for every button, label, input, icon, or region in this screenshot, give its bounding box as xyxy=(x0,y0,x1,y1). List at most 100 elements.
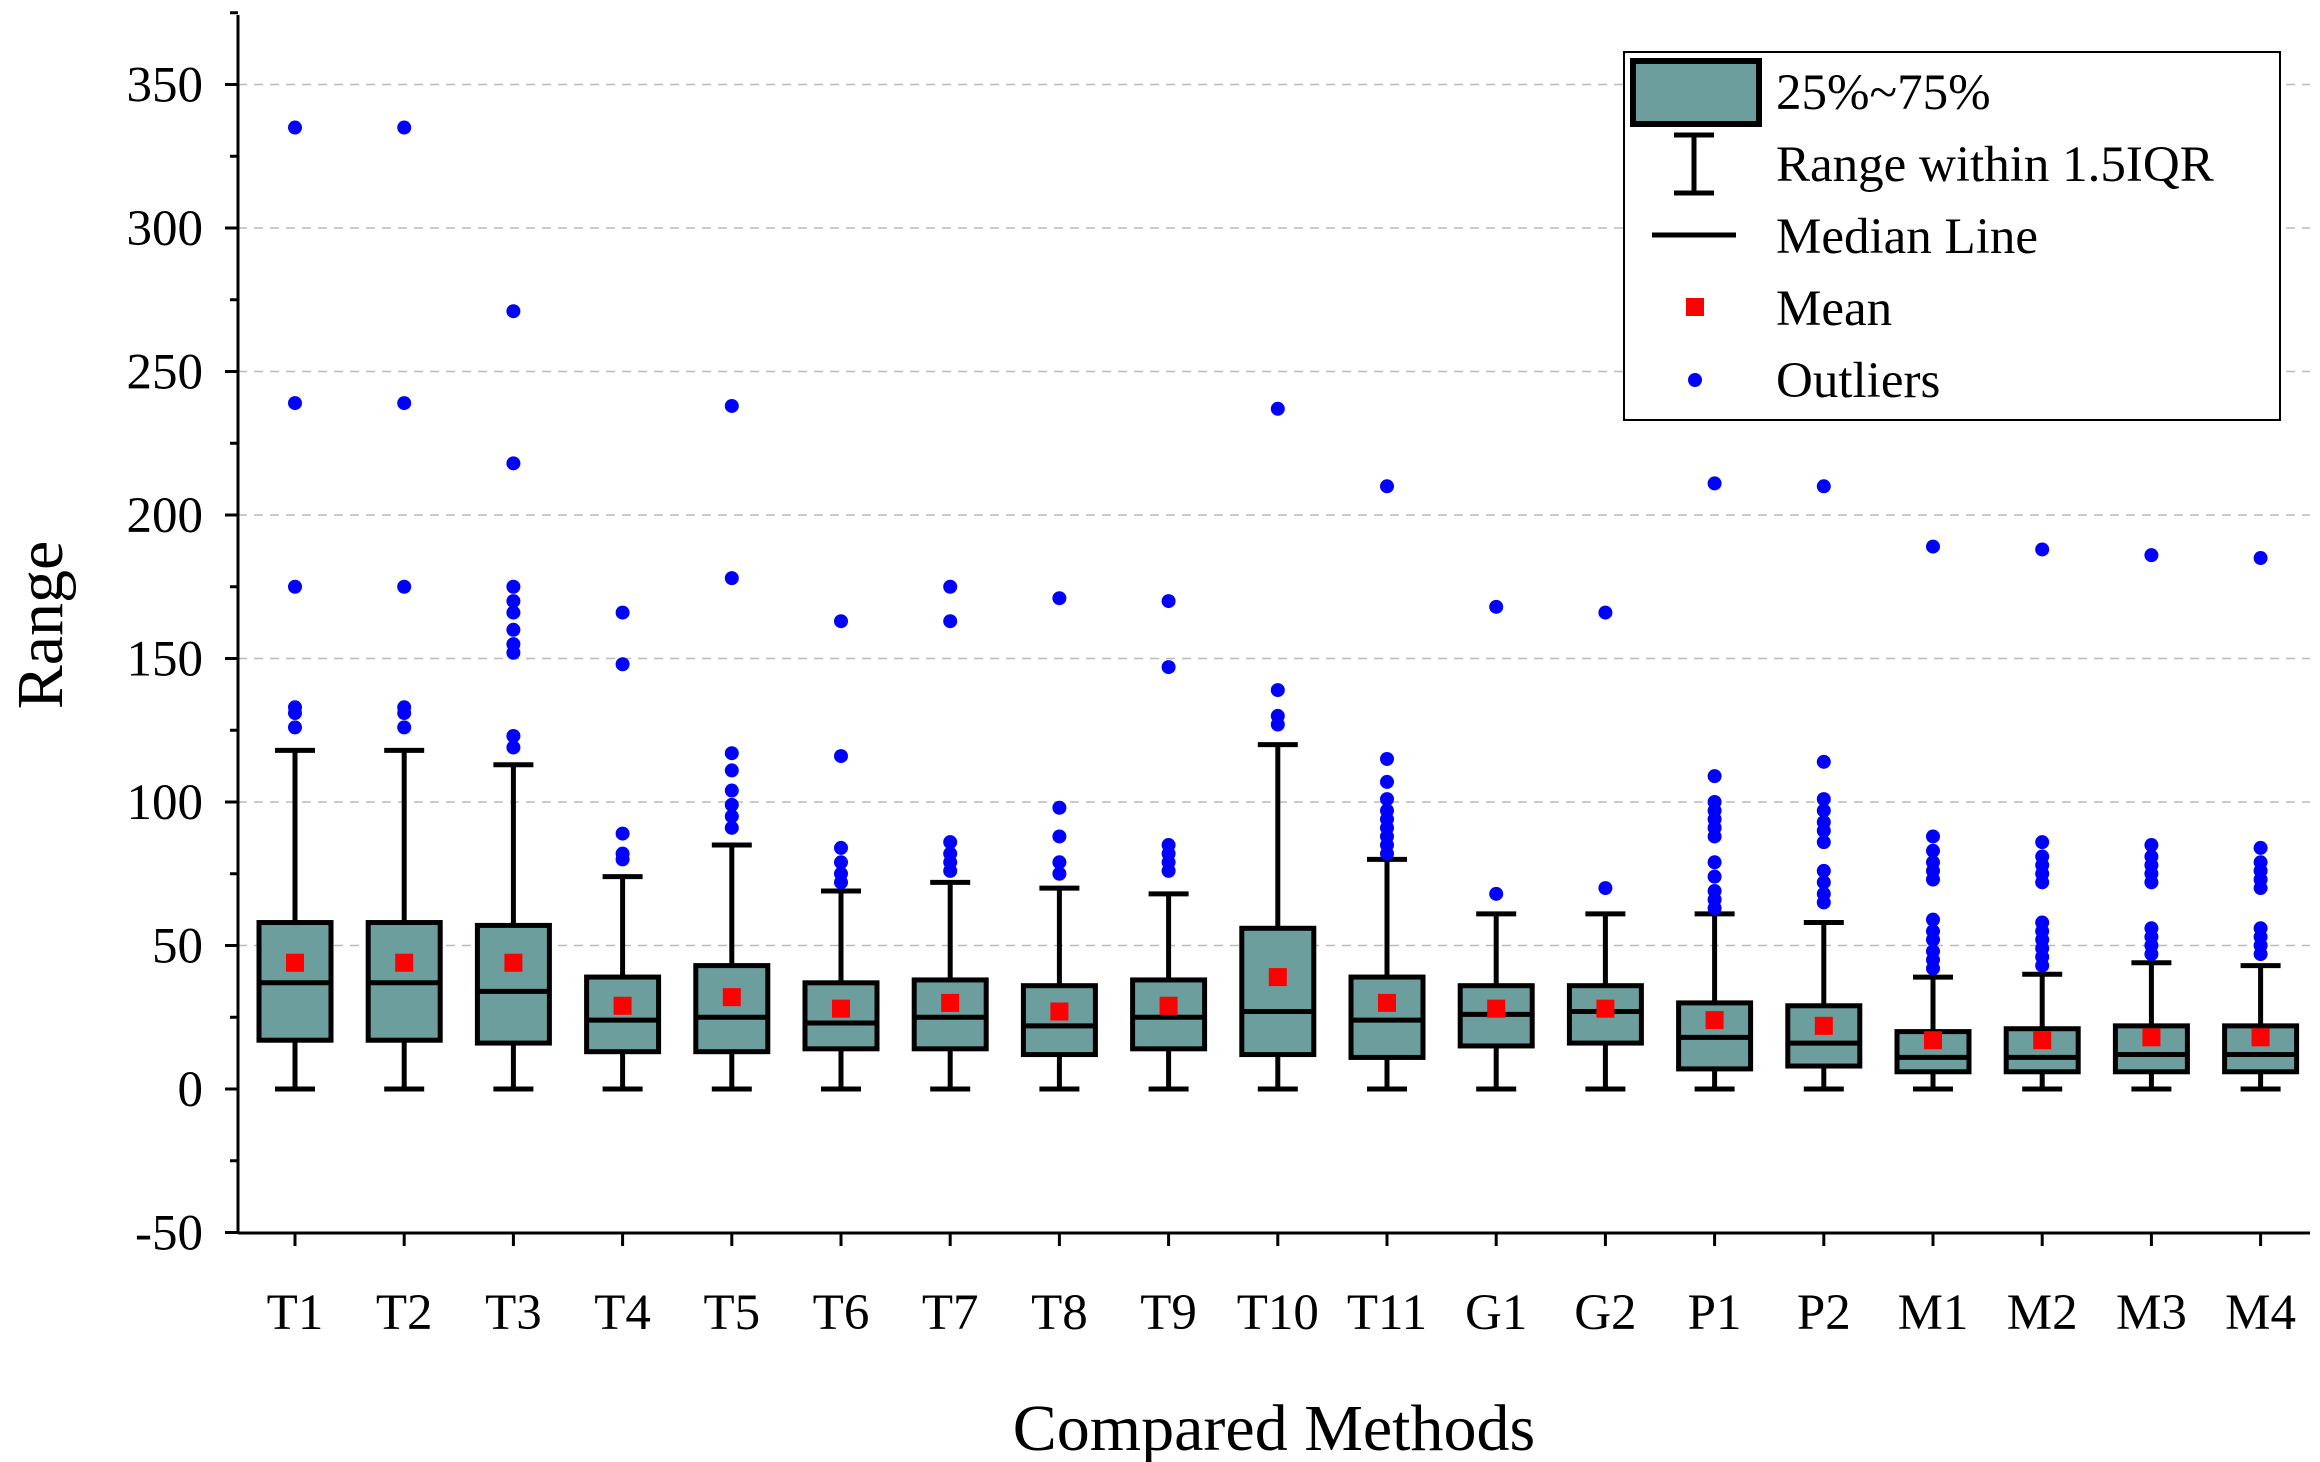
outlier-point xyxy=(1161,594,1176,609)
outlier-point xyxy=(1380,751,1394,766)
outlier-point xyxy=(1052,866,1067,881)
y-tick-label: 300 xyxy=(127,201,204,257)
ticks: -50 0 50 100 150 200 250 300 350 T1 T2 T3 T4 T5 T6 T7 T8… xyxy=(127,11,2296,1341)
outlier-point xyxy=(1707,883,1722,898)
x-tick-label: P2 xyxy=(1797,1285,1851,1341)
outlier-point xyxy=(1926,539,1940,554)
outlier-point xyxy=(834,855,848,870)
mean-marker xyxy=(286,953,304,972)
iqr-box xyxy=(911,977,989,1052)
outlier-point xyxy=(288,396,302,411)
outlier-point xyxy=(288,720,302,735)
mean-marker xyxy=(1159,996,1178,1015)
outlier-point xyxy=(2253,840,2268,855)
x-tick-label: T10 xyxy=(1237,1285,1319,1341)
outlier-point xyxy=(397,720,412,735)
outlier-point xyxy=(1707,476,1722,491)
mean-marker xyxy=(2251,1028,2270,1047)
box-group-g2 xyxy=(1566,605,1644,1092)
y-tick-label: -50 xyxy=(135,1206,203,1262)
mean-marker xyxy=(722,988,741,1007)
outlier-point xyxy=(615,826,630,841)
legend-whisker-swatch xyxy=(1674,132,1714,196)
iqr-box xyxy=(2222,1023,2300,1075)
legend-label-iqr: 25%~75% xyxy=(1776,65,1991,121)
box-group-m3 xyxy=(2112,548,2190,1092)
outlier-point xyxy=(1052,829,1067,844)
outlier-point xyxy=(1161,660,1176,675)
legend: 25%~75% Range within 1.5IQR Median Line … xyxy=(1623,51,2281,421)
x-tick-label: M2 xyxy=(2007,1285,2078,1341)
box-group-p1 xyxy=(1676,476,1754,1092)
legend-label-outliers: Outliers xyxy=(1776,353,1940,409)
outlier-point xyxy=(288,579,302,594)
outlier-point xyxy=(2035,915,2050,930)
x-tick-label: T5 xyxy=(703,1285,760,1341)
x-tick-label: T9 xyxy=(1140,1285,1197,1341)
outlier-point xyxy=(1816,754,1831,769)
outlier-point xyxy=(1816,863,1831,878)
box-group-m1 xyxy=(1894,539,1972,1092)
outlier-point xyxy=(2144,548,2159,563)
mean-marker xyxy=(941,993,960,1012)
outlier-point xyxy=(834,840,848,855)
x-tick-label: M1 xyxy=(1898,1285,1969,1341)
x-tick-label: M4 xyxy=(2225,1285,2296,1341)
outlier-point xyxy=(724,809,739,824)
outlier-point xyxy=(1707,795,1722,809)
mean-marker xyxy=(1050,1002,1069,1021)
outlier-point xyxy=(1816,815,1831,830)
outlier-point xyxy=(1926,912,1940,927)
x-tick-label: T4 xyxy=(594,1285,651,1341)
mean-marker xyxy=(1268,968,1287,987)
x-tick-label: T6 xyxy=(813,1285,870,1341)
legend-outlier-swatch xyxy=(1688,373,1702,387)
outlier-point xyxy=(1816,479,1831,494)
outlier-point xyxy=(1926,855,1940,870)
y-tick-label: 50 xyxy=(152,919,203,975)
iqr-box xyxy=(1239,925,1317,1058)
mean-marker xyxy=(1814,1016,1833,1035)
legend-box-swatch xyxy=(1630,58,1762,127)
outlier-point xyxy=(1052,855,1067,870)
box-group-g1 xyxy=(1457,599,1535,1092)
outlier-point xyxy=(397,396,412,411)
outlier-point xyxy=(1707,869,1722,884)
mean-marker xyxy=(2142,1028,2161,1047)
legend-label-mean: Mean xyxy=(1776,281,1892,337)
outlier-point xyxy=(834,614,848,629)
x-tick-label: T2 xyxy=(376,1285,433,1341)
outlier-point xyxy=(724,797,739,812)
mean-marker xyxy=(504,953,523,972)
outlier-point xyxy=(2253,921,2268,936)
iqr-box xyxy=(474,922,552,1046)
outlier-point xyxy=(724,746,739,761)
y-tick-label: 200 xyxy=(127,488,204,544)
outlier-point xyxy=(506,622,521,637)
outlier-point xyxy=(506,579,521,594)
outlier-point xyxy=(506,740,521,755)
y-tick-label: 350 xyxy=(127,58,204,114)
outlier-point xyxy=(1380,479,1394,494)
box-group-t7 xyxy=(911,579,989,1092)
outlier-point xyxy=(1926,944,1940,959)
outlier-point xyxy=(2253,855,2268,870)
outlier-point xyxy=(2035,835,2050,850)
outlier-point xyxy=(1926,924,1940,939)
outlier-point xyxy=(506,594,521,609)
outlier-point xyxy=(1926,843,1940,858)
x-tick-label: G2 xyxy=(1574,1285,1636,1341)
box-group-t9 xyxy=(1130,594,1208,1092)
box-group-t11 xyxy=(1348,479,1426,1092)
box-group-p2 xyxy=(1785,479,1863,1092)
mean-marker xyxy=(2033,1031,2052,1050)
mean-marker xyxy=(395,953,414,972)
x-tick-label: T7 xyxy=(922,1285,979,1341)
outlier-point xyxy=(1598,605,1613,620)
box-group-t8 xyxy=(1020,591,1098,1092)
outlier-point xyxy=(1380,774,1394,789)
outlier-point xyxy=(397,120,412,135)
box-group-t6 xyxy=(802,614,880,1092)
x-tick-label: G1 xyxy=(1465,1285,1527,1341)
